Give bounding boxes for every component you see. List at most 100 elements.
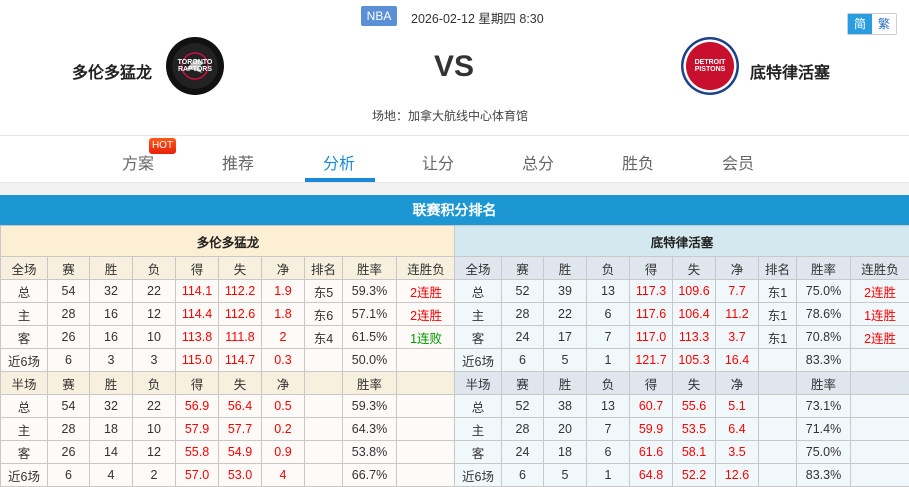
cell-points-for: 121.7 [629, 348, 673, 372]
cell-streak [849, 463, 909, 487]
cell-win-pct: 53.8% [342, 440, 397, 464]
active-tab-underline [305, 178, 375, 182]
column-header-losses: 负 [132, 371, 176, 395]
traditional-button[interactable]: 繁 [877, 17, 890, 31]
cell-games: 52 [501, 394, 544, 418]
cell-streak [395, 394, 457, 418]
cell-points-for: 64.8 [629, 463, 673, 487]
cell-wins: 18 [543, 440, 587, 464]
cell-net: 5.1 [715, 394, 759, 418]
cell-points-against: 56.4 [218, 394, 262, 418]
cell-label: 总 [454, 279, 502, 303]
column-header-win-pct: 胜率 [796, 371, 851, 395]
table-row: 客 26 16 10 113.8 111.8 2 东4 61.5% 1连败 [0, 325, 457, 349]
cell-games: 6 [47, 348, 90, 372]
cell-wins: 3 [89, 348, 133, 372]
table-row: 主 28 18 10 57.9 57.7 0.2 64.3% [0, 417, 457, 441]
cell-label: 主 [454, 417, 502, 441]
language-toggle[interactable]: 简 繁 [847, 13, 897, 35]
cell-net: 0.3 [261, 348, 305, 372]
cell-label: 客 [454, 325, 502, 349]
cell-label: 客 [454, 440, 502, 464]
cell-points-against: 53.0 [218, 463, 262, 487]
column-header-rank: 排名 [304, 256, 343, 280]
simplified-button[interactable]: 简 [848, 14, 872, 34]
cell-losses: 10 [132, 417, 176, 441]
cell-label: 近6场 [454, 463, 502, 487]
hot-badge: HOT [149, 138, 176, 154]
tab-moneyline[interactable]: 胜负 [621, 156, 654, 173]
cell-win-pct: 75.0% [796, 440, 851, 464]
cell-win-pct: 83.3% [796, 463, 851, 487]
cell-wins: 20 [543, 417, 587, 441]
cell-net: 3.7 [715, 325, 759, 349]
cell-points-against: 112.6 [218, 302, 262, 326]
cell-games: 6 [501, 348, 544, 372]
cell-net: 3.5 [715, 440, 759, 464]
table-row: 总 54 32 22 56.9 56.4 0.5 59.3% [0, 394, 457, 418]
column-header-rank [758, 371, 797, 395]
column-header-net: 净 [261, 256, 305, 280]
cell-points-for: 117.0 [629, 325, 673, 349]
tab-total[interactable]: 总分 [521, 156, 554, 173]
cell-losses: 1 [586, 463, 630, 487]
cell-win-pct: 64.3% [342, 417, 397, 441]
cell-net: 12.6 [715, 463, 759, 487]
header-row: 半场赛胜负得失净 胜率 [0, 371, 457, 395]
cell-win-pct: 78.6% [796, 302, 851, 326]
cell-rank: 东1 [758, 302, 797, 326]
cell-losses: 13 [586, 279, 630, 303]
column-header-games: 赛 [47, 371, 90, 395]
cell-net: 0.9 [261, 440, 305, 464]
column-header-label: 半场 [454, 371, 502, 395]
table-row: 客 26 14 12 55.8 54.9 0.9 53.8% [0, 440, 457, 464]
cell-rank [758, 463, 797, 487]
cell-net: 4 [261, 463, 305, 487]
cell-streak [395, 348, 457, 372]
cell-points-against: 105.3 [672, 348, 716, 372]
cell-win-pct: 71.4% [796, 417, 851, 441]
cell-net: 2 [261, 325, 305, 349]
cell-losses: 2 [132, 463, 176, 487]
home-standings-table: 多伦多猛龙 全场赛胜负得失净排名 胜率 连胜负总 54 32 22 114.1 112.2 1.9… [0, 225, 457, 487]
column-header-streak: 连胜负 [849, 256, 909, 280]
column-header-points-for: 得 [629, 256, 673, 280]
cell-rank [758, 394, 797, 418]
cell-label: 主 [0, 302, 48, 326]
cell-win-pct: 50.0% [342, 348, 397, 372]
cell-win-pct: 59.3% [342, 394, 397, 418]
column-header-label: 全场 [454, 256, 502, 280]
cell-rank [758, 348, 797, 372]
cell-points-for: 57.9 [175, 417, 219, 441]
cell-net: 11.2 [715, 302, 759, 326]
tab-analysis[interactable]: 分析 [322, 156, 355, 173]
cell-rank: 东6 [304, 302, 343, 326]
cell-streak [849, 348, 909, 372]
cell-points-for: 56.9 [175, 394, 219, 418]
table-row: 主 28 22 6 117.6 106.4 11.2 东1 78.6% 1连胜 [454, 302, 909, 326]
cell-losses: 1 [586, 348, 630, 372]
cell-games: 28 [47, 417, 90, 441]
cell-streak: 2连胜 [395, 279, 457, 303]
cell-label: 主 [454, 302, 502, 326]
cell-wins: 38 [543, 394, 587, 418]
tab-handicap[interactable]: 让分 [421, 156, 454, 173]
cell-rank [758, 440, 797, 464]
table-row: 客 24 18 6 61.6 58.1 3.5 75.0% [454, 440, 909, 464]
tab-recommend[interactable]: 推荐 [221, 156, 254, 173]
cell-wins: 32 [89, 394, 133, 418]
cell-losses: 3 [132, 348, 176, 372]
cell-losses: 12 [132, 302, 176, 326]
cell-games: 28 [501, 302, 544, 326]
away-standings-table: 底特律活塞 全场赛胜负得失净排名 胜率 连胜负总 52 39 13 117.3 109.6 7.7… [453, 225, 909, 487]
header-row: 半场赛胜负得失净 胜率 [454, 371, 909, 395]
column-header-win-pct: 胜率 [342, 256, 397, 280]
cell-points-against: 53.5 [672, 417, 716, 441]
pistons-logo: DETROIT PISTONS [681, 37, 739, 95]
cell-points-against: 52.2 [672, 463, 716, 487]
cell-wins: 4 [89, 463, 133, 487]
cell-points-against: 58.1 [672, 440, 716, 464]
tab-plans[interactable]: 方案 [121, 156, 154, 173]
tab-member[interactable]: 会员 [721, 156, 754, 173]
cell-streak: 1连败 [395, 325, 457, 349]
